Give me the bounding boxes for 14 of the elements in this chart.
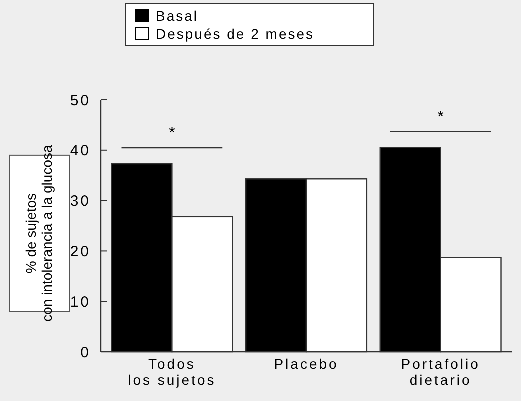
x-tick-label: Placebo [274,356,339,372]
y-tick-label: 40 [70,142,91,160]
legend-label: Después de 2 meses [156,26,315,42]
y-tick-label: 10 [70,294,91,311]
y-tick-label: 0 [80,344,91,362]
y-tick-label: 30 [70,193,91,210]
x-tick-label: Portafolio dietario [401,356,480,388]
x-tick-label: Todos los sujetos [128,356,216,388]
y-axis-title: % de sujetos con intolerancia a la glucosa [22,145,55,322]
annotation: * [438,108,444,126]
y-tick-label: 50 [70,92,91,110]
y-tick-label: 20 [70,243,91,260]
legend-label: Basal [156,8,199,24]
annotation: * [169,125,176,142]
